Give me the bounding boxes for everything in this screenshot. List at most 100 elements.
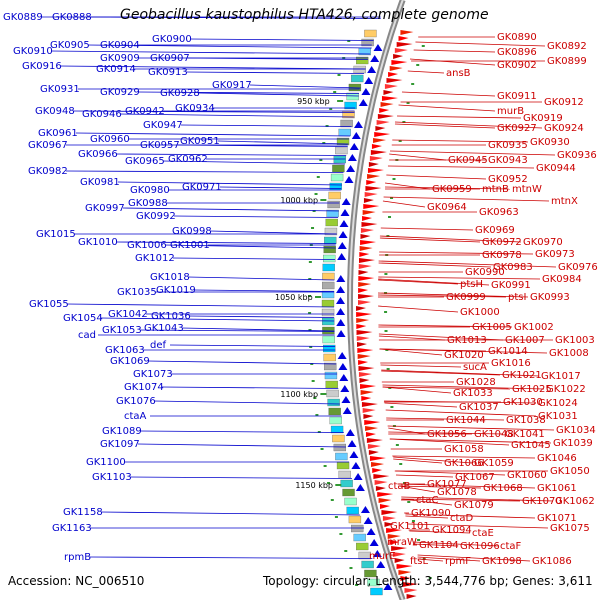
gene-leader-left bbox=[100, 317, 335, 322]
reverse-feature bbox=[396, 42, 413, 47]
forward-feature bbox=[353, 473, 363, 480]
gene-leader-right bbox=[409, 58, 496, 66]
gene-label-right: ctaC bbox=[416, 495, 439, 506]
gene-leader-right bbox=[382, 200, 426, 208]
reverse-feature bbox=[367, 168, 384, 173]
feature-block bbox=[325, 218, 338, 227]
reverse-feature bbox=[402, 582, 419, 587]
gene-label-right: murE bbox=[369, 551, 396, 562]
reverse-feature bbox=[367, 174, 381, 179]
gene-leader-right bbox=[385, 186, 511, 190]
reverse-feature bbox=[357, 342, 368, 347]
gene-label-left: def bbox=[150, 340, 167, 351]
reverse-feature bbox=[358, 282, 372, 287]
gene-leader-right bbox=[385, 409, 537, 417]
gene-label-right: ctaD bbox=[450, 513, 474, 524]
gene-label-right: GK1079 bbox=[454, 500, 494, 511]
gene-label-right: GK1025 bbox=[512, 384, 552, 395]
reverse-feature bbox=[394, 558, 405, 563]
reverse-feature bbox=[365, 432, 376, 437]
genome-backbone-highlight bbox=[349, 0, 404, 600]
gene-leader-right bbox=[388, 431, 504, 435]
gene-label-right: GK1000 bbox=[460, 307, 500, 318]
forward-feature bbox=[336, 308, 346, 315]
gene-label-right: GK1002 bbox=[514, 322, 554, 333]
gene-label-right: GK1090 bbox=[411, 508, 451, 519]
gene-label-right: GK1061 bbox=[537, 483, 577, 494]
forward-feature bbox=[351, 132, 361, 139]
kbp-marker-label: 950 kbp bbox=[297, 97, 330, 106]
gene-label-right: GK1041 bbox=[505, 429, 545, 440]
gene-label-right: GK1056 bbox=[427, 429, 467, 440]
gene-label-right: GK1013 bbox=[447, 335, 487, 346]
gene-label-right: GK0973 bbox=[535, 249, 575, 260]
reverse-feature bbox=[364, 420, 381, 425]
gene-label-right: GK1039 bbox=[553, 438, 593, 449]
gene-label-left: GK0942 bbox=[125, 106, 165, 117]
gene-label-left: ctaA bbox=[124, 411, 147, 422]
gene-leader-left bbox=[197, 92, 359, 97]
gene-label-left: GK1100 bbox=[86, 457, 126, 468]
gene-label-left: GK0998 bbox=[172, 226, 212, 237]
reverse-feature bbox=[381, 510, 398, 515]
gene-label-left: GK1018 bbox=[150, 272, 190, 283]
gene-leader-right bbox=[387, 425, 555, 431]
forward-feature bbox=[341, 396, 351, 403]
feature-block bbox=[361, 560, 374, 569]
feature-block bbox=[333, 155, 347, 164]
gene-leader-right bbox=[380, 227, 474, 231]
gene-leader-right bbox=[380, 364, 462, 368]
gene-label-right: GK0944 bbox=[536, 163, 576, 174]
gene-leader-right bbox=[394, 123, 496, 129]
gene-label-left: GK1043 bbox=[144, 323, 184, 334]
feature-dot bbox=[308, 312, 312, 314]
gene-label-left: GK0929 bbox=[100, 87, 140, 98]
gene-label-left: GK0914 bbox=[96, 64, 136, 75]
gene-leader-right bbox=[392, 139, 529, 143]
feature-dot bbox=[406, 102, 410, 104]
gene-leader-right bbox=[390, 438, 510, 446]
reverse-feature bbox=[383, 90, 394, 95]
gene-leader-right bbox=[395, 474, 454, 478]
gene-label-right: GK1046 bbox=[537, 453, 577, 464]
feature-block bbox=[333, 443, 347, 452]
reverse-feature bbox=[369, 156, 383, 161]
gene-label-right: GK1071 bbox=[537, 513, 577, 524]
gene-label-right: GK1066 bbox=[444, 458, 484, 469]
gene-label-right: GK0964 bbox=[427, 202, 467, 213]
gene-label-left: GK0951 bbox=[180, 136, 220, 147]
feature-dot bbox=[386, 368, 390, 370]
gene-label-left: GK0931 bbox=[40, 84, 80, 95]
reverse-feature bbox=[389, 540, 400, 545]
gene-leader-left bbox=[153, 400, 340, 405]
kbp-marker-label: 1000 kbp bbox=[280, 196, 318, 205]
gene-label-left: GK1015 bbox=[36, 229, 76, 240]
gene-label-right: GK0899 bbox=[547, 56, 587, 67]
reverse-feature bbox=[362, 408, 376, 413]
reverse-feature bbox=[359, 246, 373, 251]
forward-feature bbox=[336, 275, 346, 282]
gene-label-right: ctaE bbox=[472, 528, 494, 539]
reverse-feature bbox=[400, 576, 411, 581]
gene-leader-left bbox=[59, 65, 366, 70]
summary-text: Topology: circular; Length: 3,544,776 bp… bbox=[263, 574, 593, 588]
gene-label-right: ctaB bbox=[388, 481, 411, 492]
forward-feature bbox=[340, 209, 350, 216]
gene-leader-left bbox=[169, 344, 336, 347]
feature-dot bbox=[330, 499, 334, 501]
reverse-feature bbox=[398, 36, 409, 41]
reverse-feature bbox=[357, 348, 374, 353]
gene-leader-right bbox=[398, 485, 482, 489]
gene-leader-right bbox=[407, 70, 445, 74]
feature-dot bbox=[390, 197, 394, 199]
reverse-feature bbox=[372, 468, 383, 473]
gene-leader-right bbox=[397, 115, 522, 119]
reverse-feature bbox=[398, 570, 412, 575]
reverse-feature bbox=[356, 324, 367, 329]
gene-label-left: GK0889 bbox=[3, 12, 43, 23]
gene-label-left: GK0946 bbox=[82, 109, 122, 120]
reverse-feature bbox=[381, 96, 398, 101]
reverse-feature bbox=[396, 564, 413, 569]
feature-dot bbox=[337, 74, 341, 76]
feature-block bbox=[327, 200, 340, 209]
